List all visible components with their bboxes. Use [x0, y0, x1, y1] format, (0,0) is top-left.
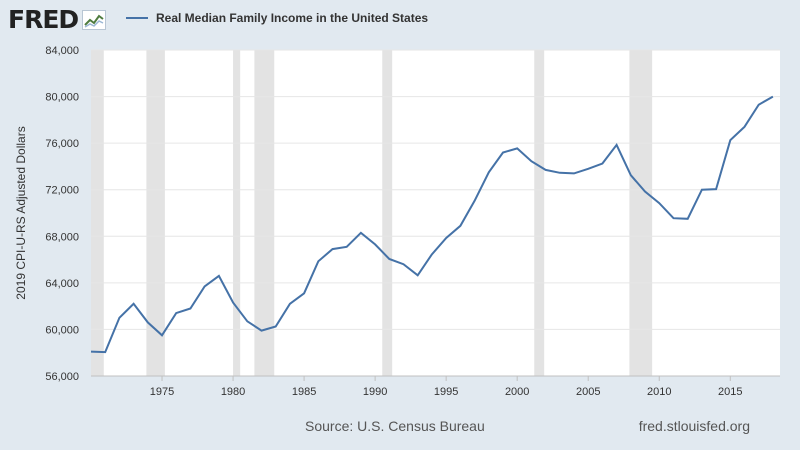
recession-band — [91, 50, 104, 376]
x-tick-label: 2005 — [576, 386, 600, 398]
recession-band — [233, 50, 241, 376]
recession-band — [146, 50, 165, 376]
x-tick-label: 2015 — [718, 386, 742, 398]
recession-band — [534, 50, 545, 376]
footer-source: Source: U.S. Census Bureau — [305, 418, 485, 434]
series-line — [90, 95, 774, 354]
x-axis-ticks: 1975 1980 1985 1990 1995 2000 2005 2010 2015 — [91, 375, 780, 398]
recession-band — [254, 50, 275, 376]
recession-band — [629, 50, 653, 376]
x-tick-label: 1985 — [292, 386, 316, 398]
x-tick-label: 1995 — [434, 386, 458, 398]
y-axis-ticks: 56,000 60,000 64,000 68,000 72,000 76,000 80,0… — [45, 45, 79, 383]
x-tick-label: 2010 — [647, 386, 671, 398]
legend: Real Median Family Income in the United … — [126, 11, 428, 25]
recession-band — [382, 50, 393, 376]
line-chart: 56,000 60,000 64,000 68,000 72,000 76,000 80,0… — [14, 45, 780, 398]
plot-area — [91, 50, 780, 376]
footer-url[interactable]: fred.stlouisfed.org — [638, 418, 750, 434]
fred-logo-text: FRED — [8, 5, 79, 34]
recession-shading — [91, 50, 653, 376]
x-tick-label: 1980 — [221, 386, 245, 398]
fred-logo[interactable]: FRED — [8, 5, 107, 34]
y-tick-label: 84,000 — [45, 45, 79, 57]
fred-mini-chart-icon — [82, 9, 107, 30]
y-tick-label: 60,000 — [45, 324, 79, 336]
x-tick-label: 1990 — [363, 386, 387, 398]
y-tick-label: 68,000 — [45, 231, 79, 243]
y-tick-label: 72,000 — [45, 185, 79, 197]
y-tick-label: 56,000 — [45, 371, 79, 383]
y-axis-label: 2019 CPI-U-RS Adjusted Dollars — [14, 126, 28, 299]
x-tick-label: 1975 — [150, 386, 174, 398]
legend-label: Real Median Family Income in the United … — [156, 11, 429, 25]
legend-swatch — [126, 17, 148, 19]
y-tick-label: 64,000 — [45, 278, 79, 290]
y-tick-label: 80,000 — [45, 92, 79, 104]
y-tick-label: 76,000 — [45, 138, 79, 150]
x-tick-label: 2000 — [505, 386, 529, 398]
